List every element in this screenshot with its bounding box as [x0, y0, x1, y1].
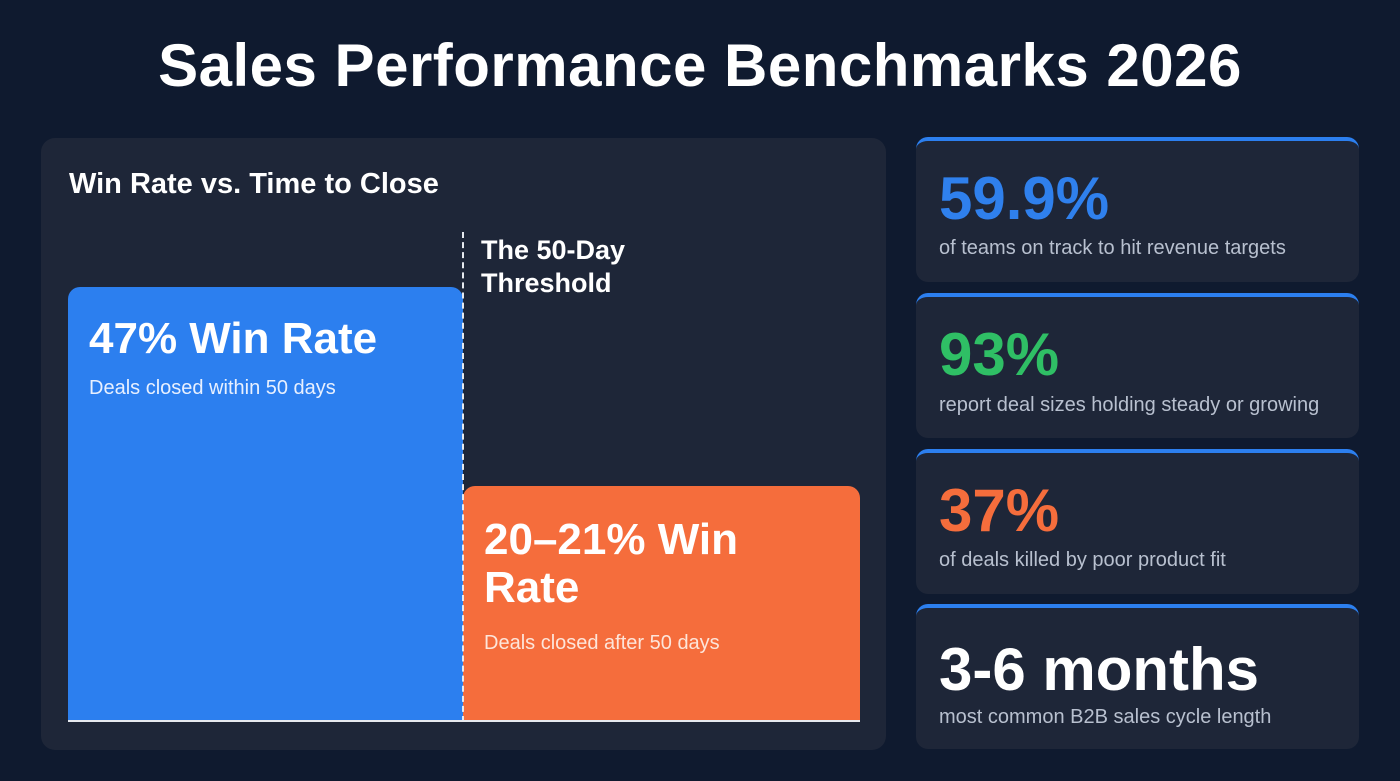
page-title: Sales Performance Benchmarks 2026 [158, 32, 1242, 99]
stat-value: 3-6 months [939, 636, 1260, 703]
bar-value-label: 47% Win Rate [89, 314, 378, 363]
stat-card-deal-sizes: 93% report deal sizes holding steady or … [916, 293, 1359, 438]
stat-card-sales-cycle: 3-6 months most common B2B sales cycle l… [916, 604, 1359, 749]
bar-after-50-days: 20–21% Win Rate Deals closed after 50 da… [463, 486, 860, 720]
chart-title: Win Rate vs. Time to Close [69, 168, 439, 200]
stat-description: of teams on track to hit revenue targets [939, 237, 1286, 259]
stat-value: 59.9% [939, 165, 1110, 232]
bar-sub-label: Deals closed within 50 days [89, 377, 336, 399]
stat-description: report deal sizes holding steady or grow… [939, 394, 1320, 416]
stat-description: most common B2B sales cycle length [939, 706, 1272, 728]
bar-within-50-days: 47% Win Rate Deals closed within 50 days [68, 287, 463, 720]
bar-value-label: 20–21% Win Rate [484, 515, 738, 612]
stat-value: 93% [939, 321, 1060, 388]
stat-card-product-fit: 37% of deals killed by poor product fit [916, 449, 1359, 594]
threshold-dashed-line [462, 232, 464, 722]
stat-description: of deals killed by poor product fit [939, 549, 1226, 571]
stat-card-revenue-targets: 59.9% of teams on track to hit revenue t… [916, 137, 1359, 282]
win-rate-chart-panel: Win Rate vs. Time to Close 47% Win Rate … [41, 138, 886, 750]
threshold-label: The 50-Day Threshold [481, 235, 626, 298]
chart-baseline [68, 720, 860, 722]
bar-sub-label: Deals closed after 50 days [484, 632, 720, 654]
stat-value: 37% [939, 477, 1060, 544]
